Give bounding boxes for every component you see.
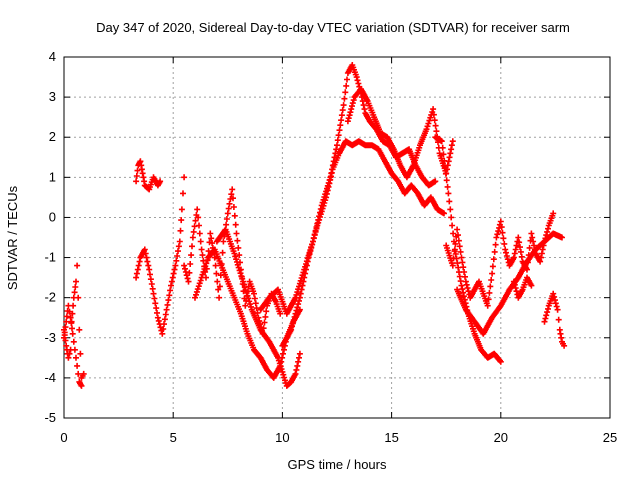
series-seg15: [541, 290, 568, 349]
x-tick-label: 15: [384, 430, 398, 445]
series-seg14: [510, 274, 535, 301]
series-seg7: [213, 226, 303, 389]
x-tick-label: 10: [275, 430, 289, 445]
series-seg3: [133, 158, 164, 193]
plus-markers: [61, 302, 85, 389]
y-tick-label: -5: [44, 410, 56, 425]
y-axis: -5 -4 -3 -2 -1 0 1 2 3 4: [44, 49, 610, 425]
series-seg10: [344, 86, 456, 181]
data-points: [61, 62, 568, 389]
x-tick-label: 5: [170, 430, 177, 445]
series-seg12: [443, 210, 557, 309]
plus-markers: [454, 230, 565, 337]
plus-markers: [443, 210, 557, 309]
plus-markers: [279, 138, 447, 349]
series-seg5: [181, 186, 284, 337]
x-axis: 0 5 10 15 20 25: [60, 57, 617, 445]
y-tick-label: 3: [49, 89, 56, 104]
grid: [64, 57, 610, 418]
y-tick-label: 0: [49, 209, 56, 224]
y-tick-label: 1: [49, 169, 56, 184]
y-tick-label: -1: [44, 250, 56, 265]
series-seg13: [454, 230, 565, 337]
x-axis-label: GPS time / hours: [288, 457, 387, 472]
plus-markers: [133, 174, 188, 337]
y-axis-label: SDTVAR / TECUs: [5, 185, 20, 290]
series-seg9: [279, 138, 447, 349]
chart-title: Day 347 of 2020, Sidereal Day-to-day VTE…: [96, 20, 570, 35]
x-tick-label: 0: [60, 430, 67, 445]
plus-markers: [432, 134, 504, 365]
plus-markers: [510, 274, 535, 301]
plot-frame: [63, 56, 611, 419]
y-tick-label: -2: [44, 290, 56, 305]
x-tick-label: 20: [494, 430, 508, 445]
plus-markers: [213, 226, 303, 389]
plus-markers: [541, 290, 568, 349]
plus-markers: [133, 158, 164, 193]
series-seg4: [133, 174, 188, 337]
y-tick-label: -4: [44, 370, 56, 385]
series-seg11: [432, 134, 504, 365]
series-seg2: [61, 302, 85, 389]
y-tick-label: -3: [44, 330, 56, 345]
plus-markers: [181, 186, 284, 337]
y-tick-label: 4: [49, 49, 56, 64]
y-tick-label: 2: [49, 129, 56, 144]
x-tick-label: 25: [603, 430, 617, 445]
plus-markers: [344, 86, 456, 181]
